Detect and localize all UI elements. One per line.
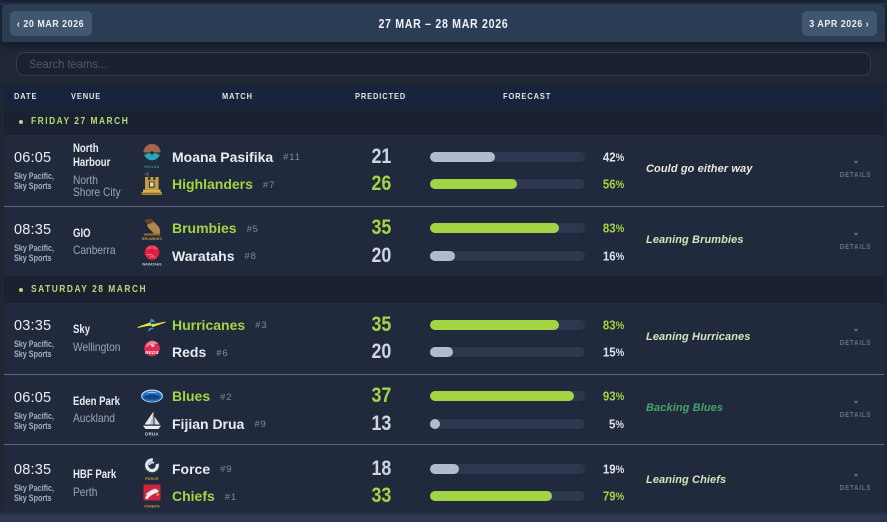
- svg-text:DRUA: DRUA: [145, 431, 159, 436]
- svg-text:FORCE: FORCE: [145, 477, 159, 481]
- svg-text:CHIEFS: CHIEFS: [144, 504, 160, 509]
- svg-text:REDS: REDS: [145, 350, 159, 355]
- svg-text:MOANA: MOANA: [144, 165, 159, 169]
- svg-text:WARATAHS: WARATAHS: [142, 262, 162, 266]
- svg-text:BRUMBIES: BRUMBIES: [142, 237, 162, 241]
